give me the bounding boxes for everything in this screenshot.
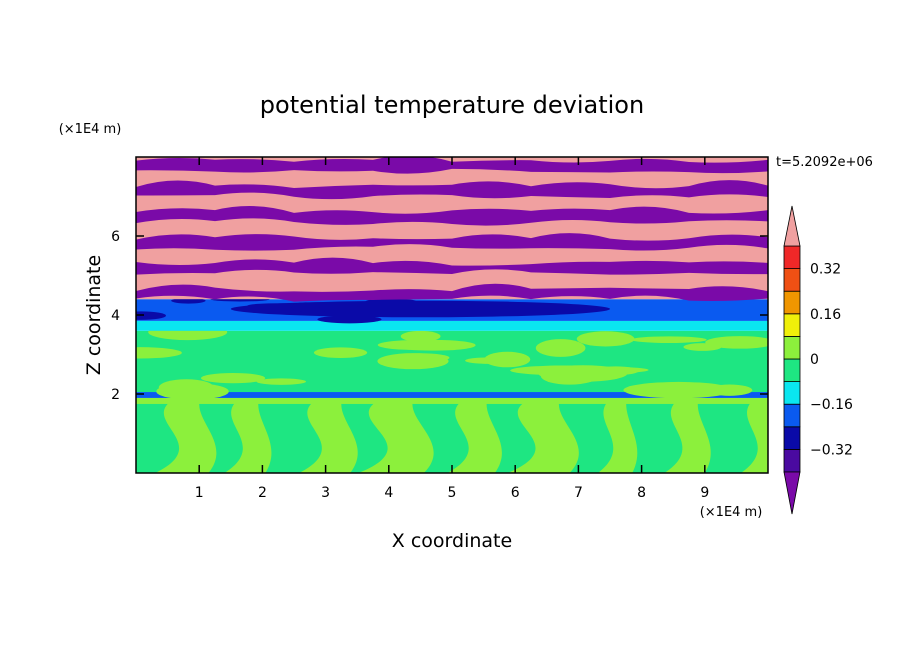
field-patch <box>313 347 368 359</box>
time-label: t=5.2092e+06 <box>776 155 873 170</box>
x-axis-label: X coordinate <box>392 530 512 552</box>
x-units-label: (×1E4 m) <box>700 505 763 520</box>
field-stripe <box>136 180 768 200</box>
field-patch <box>136 311 166 320</box>
y-axis-label: Z coordinate <box>83 255 105 375</box>
x-tick-label: 2 <box>258 485 267 501</box>
x-axis: 1 2 3 4 5 6 7 8 9 <box>195 157 709 501</box>
colorbar: 0.32 0.16 0 −0.16 −0.32 <box>783 205 853 515</box>
field-patch <box>683 343 722 351</box>
field-plume <box>358 397 434 473</box>
field-plume <box>299 397 358 473</box>
y-tick-label: 4 <box>111 308 120 324</box>
field-patch <box>256 378 306 385</box>
field-edge <box>136 397 768 404</box>
field-patch <box>365 298 417 305</box>
field-band-fill <box>136 157 768 300</box>
colorbar-tick-label: 0.32 <box>810 262 841 278</box>
x-tick-label: 8 <box>637 485 646 501</box>
colorbar-extend-below <box>783 471 801 515</box>
field-patch <box>705 336 768 349</box>
field-stripe <box>136 157 768 174</box>
y-tick-label: 2 <box>111 387 120 403</box>
x-tick-label: 6 <box>511 485 520 501</box>
y-axis: 2 4 6 <box>111 229 768 403</box>
colorbar-swatch <box>783 313 801 337</box>
colorbar-swatch <box>783 335 801 360</box>
field-plume <box>598 397 638 473</box>
colorbar-swatch <box>783 448 801 473</box>
field-band-fill <box>136 320 768 331</box>
field-stripe <box>136 283 768 302</box>
field-band-solid <box>136 320 768 331</box>
field-patch <box>484 351 531 368</box>
field-patch <box>156 383 229 400</box>
colorbar-extend-above <box>783 205 801 247</box>
field-plume <box>155 397 217 473</box>
field-band-line <box>136 392 768 398</box>
x-tick-label: 1 <box>195 485 204 501</box>
field-patch <box>171 297 206 304</box>
colorbar-swatch <box>783 403 801 428</box>
x-tick-label: 9 <box>700 485 709 501</box>
y-tick-label: 6 <box>111 229 120 245</box>
field-band-blue-layer <box>136 296 768 324</box>
field-patch <box>535 339 586 357</box>
field-patch <box>291 302 320 312</box>
chart-title: potential temperature deviation <box>260 91 644 119</box>
field-band-plumes <box>136 397 768 473</box>
field-patch <box>136 347 182 359</box>
field-core <box>230 300 610 318</box>
x-tick-label: 7 <box>574 485 583 501</box>
x-tick-label: 5 <box>448 485 457 501</box>
colorbar-swatch <box>783 358 801 383</box>
field-stripe <box>136 206 768 226</box>
colorbar-swatch <box>783 290 801 315</box>
field-patch <box>576 331 635 347</box>
field-patch <box>391 339 476 351</box>
field-patch <box>392 353 450 363</box>
colorbar-tick-label: −0.32 <box>810 442 853 458</box>
colorbar-swatch <box>783 245 801 270</box>
field-band-patches <box>136 324 768 400</box>
field-plume <box>741 397 768 473</box>
colorbar-swatch <box>783 381 801 405</box>
colorbar-swatch <box>783 268 801 292</box>
field-band-fill <box>136 392 768 398</box>
field-plume <box>664 397 711 473</box>
colorbar-tick-label: 0 <box>810 352 819 368</box>
x-tick-label: 3 <box>321 485 330 501</box>
colorbar-swatch <box>783 426 801 450</box>
field-stripe <box>136 233 768 251</box>
x-tick-label: 4 <box>384 485 393 501</box>
field-patch <box>538 365 628 382</box>
colorbar-tick-label: 0.16 <box>810 307 841 323</box>
field-patch <box>631 336 707 344</box>
field-patch <box>201 373 266 384</box>
field-band-stripes <box>136 157 768 302</box>
field-plume <box>224 397 272 473</box>
plot-area <box>136 157 768 473</box>
field-plume <box>507 397 579 473</box>
field-patch <box>400 330 441 342</box>
field-patch <box>317 315 382 324</box>
field-stripe <box>136 257 768 275</box>
y-units-label: (×1E4 m) <box>59 122 122 137</box>
field-patch <box>623 381 734 399</box>
colorbar-tick-label: −0.16 <box>810 397 853 413</box>
field-plume <box>447 397 502 473</box>
